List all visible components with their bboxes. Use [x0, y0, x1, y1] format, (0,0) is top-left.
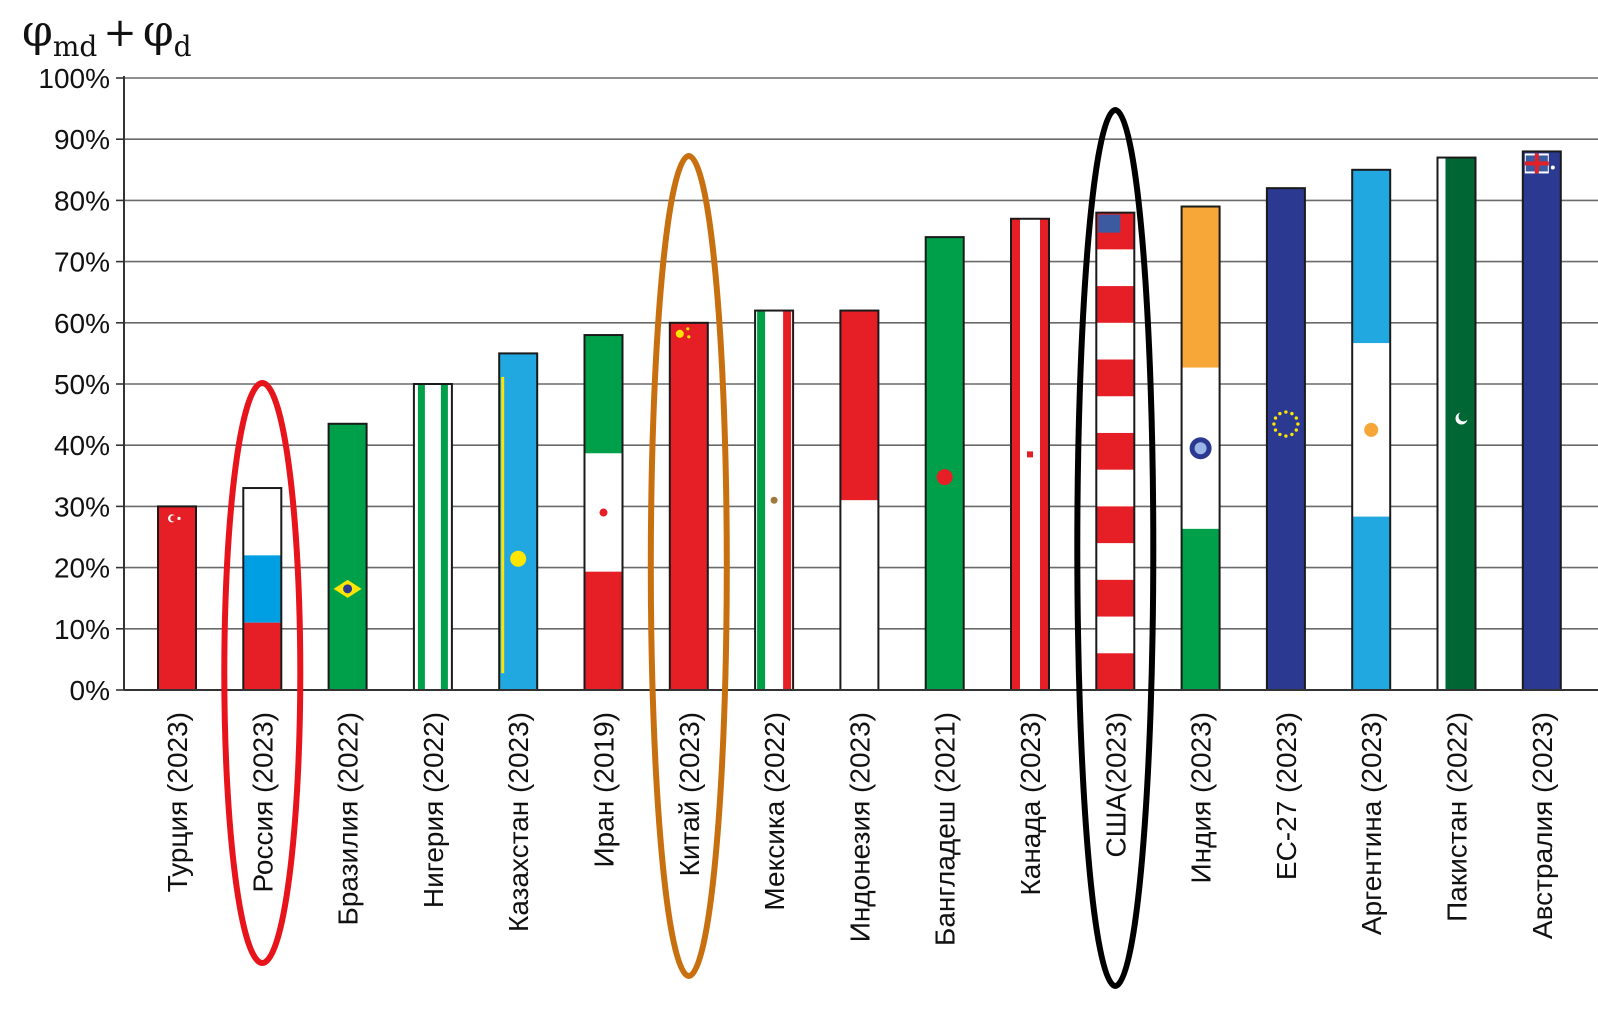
y-tick-label: 80%	[54, 185, 110, 216]
y-tick-label: 30%	[54, 491, 110, 522]
x-tick-label: Турция (2023)	[162, 712, 193, 892]
x-tick-label: Китай (2023)	[674, 712, 705, 876]
x-tick-label: Казахстан (2023)	[503, 712, 534, 932]
y-axis-label-plus: +	[103, 10, 137, 56]
x-tick-label: Австралия (2023)	[1527, 712, 1558, 939]
y-axis-label-phi1: φ	[22, 6, 53, 57]
y-axis-label-sub2: d	[174, 30, 192, 63]
y-tick-label: 70%	[54, 247, 110, 278]
bar	[754, 309, 795, 691]
y-tick-labels: 0% 10% 20% 30% 40% 50% 60% 70% 80% 90% 100%	[38, 63, 110, 706]
y-tick-label: 20%	[54, 553, 110, 584]
highlight-ellipse	[221, 380, 304, 966]
bar	[1095, 211, 1136, 691]
x-tick-label: Канада (2023)	[1015, 712, 1046, 896]
bar	[327, 422, 368, 691]
bar	[839, 309, 880, 691]
x-tick-label: ЕС-27 (2023)	[1271, 712, 1302, 880]
bar	[1436, 156, 1477, 691]
x-tick-labels: Турция (2023) Россия (2023) Бразилия (2022…	[162, 712, 1558, 946]
bar	[583, 334, 624, 691]
y-tick-label: 100%	[38, 63, 110, 94]
bar	[1180, 205, 1221, 692]
bar	[1351, 168, 1392, 692]
bar	[412, 383, 453, 691]
highlight-ellipse	[647, 153, 730, 979]
y-tick-label: 40%	[54, 430, 110, 461]
y-tick-label: 60%	[54, 308, 110, 339]
y-tick-label: 50%	[54, 369, 110, 400]
x-tick-label: Мексика (2022)	[759, 712, 790, 911]
bars	[157, 150, 1562, 692]
y-axis-label: φmd + φd	[22, 6, 192, 63]
x-tick-label: Пакистан (2022)	[1442, 712, 1473, 922]
x-tick-label: Нигерия (2022)	[418, 712, 449, 908]
bar	[924, 236, 965, 691]
x-tick-label: Индия (2023)	[1186, 712, 1217, 883]
svg-text:φmd+φd: φmd + φd	[22, 6, 192, 63]
x-tick-label: Россия (2023)	[247, 712, 278, 893]
y-tick-label: 0%	[70, 675, 110, 706]
bar	[1265, 187, 1306, 691]
y-tick-label: 10%	[54, 614, 110, 645]
y-axis-label-sub1: md	[53, 30, 98, 63]
x-tick-label: Аргентина (2023)	[1356, 712, 1387, 935]
highlight-ellipse	[1074, 107, 1157, 989]
bar	[157, 505, 197, 691]
bar	[498, 352, 539, 691]
bar	[668, 321, 709, 691]
y-tick-label: 90%	[54, 124, 110, 155]
x-tick-label: США(2023)	[1100, 712, 1131, 858]
x-tick-label: Иран (2019)	[589, 712, 620, 867]
y-axis-label-phi2: φ	[143, 6, 174, 57]
bar	[1521, 150, 1562, 691]
x-tick-label: Индонезия (2023)	[844, 712, 875, 942]
x-tick-label: Бангладеш (2021)	[930, 712, 961, 946]
x-tick-label: Бразилия (2022)	[333, 712, 364, 926]
bar	[242, 487, 283, 692]
highlight-ellipses	[221, 107, 1157, 989]
bar	[1010, 217, 1050, 691]
axes	[123, 76, 1598, 691]
